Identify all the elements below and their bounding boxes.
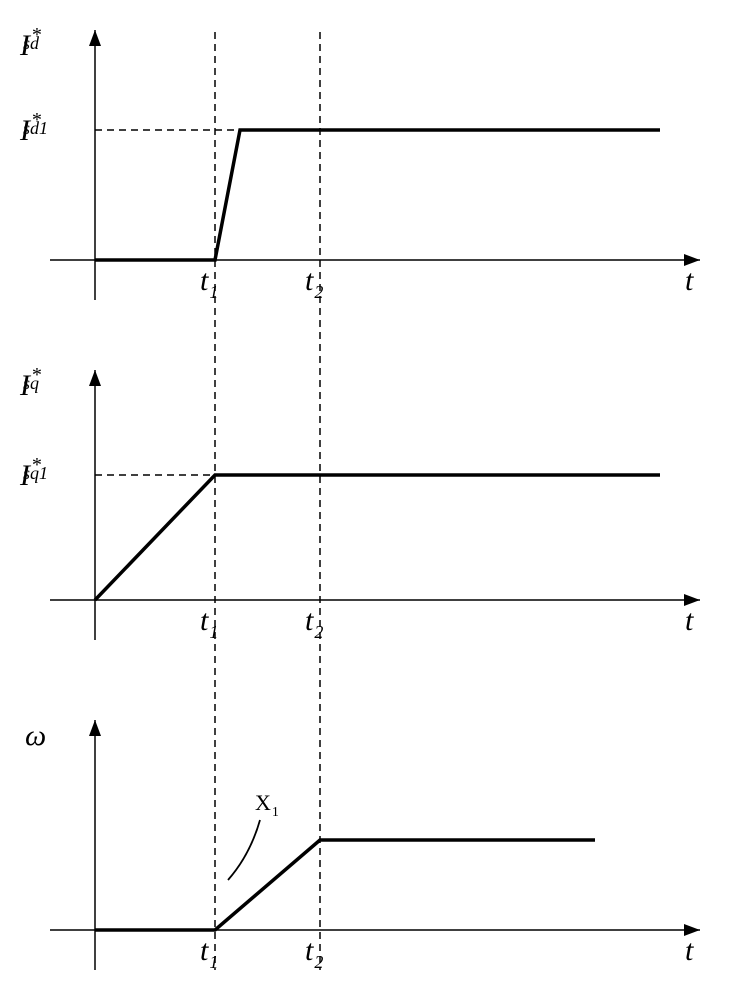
omega-curve (95, 840, 595, 930)
Isq-curve (95, 475, 660, 600)
panel-Isd (50, 30, 700, 300)
axis-label: t (685, 934, 694, 967)
axis-label: I*sq1 (19, 454, 48, 492)
axis-label: t (685, 264, 694, 297)
axis-label: t (685, 604, 694, 637)
timing-diagram-figure: I*sdI*sd1tt1t2I*sqI*sq1tt1t2X1ωtt1t2 (0, 0, 731, 1000)
panel-omega: X1 (50, 720, 700, 970)
Isd-curve (95, 130, 660, 260)
axis-label: t2 (305, 934, 323, 972)
axis-label: I*sq (19, 364, 41, 402)
axis-label: I*sd1 (19, 109, 48, 147)
axis-label: ω (25, 719, 46, 752)
axis-label: I*sd (19, 24, 41, 62)
annotation-arc (228, 820, 260, 880)
panel-Isq (50, 370, 700, 640)
axis-label: t1 (200, 934, 218, 972)
axis-label: t1 (200, 264, 218, 302)
annotation-label: X1 (255, 790, 279, 820)
axis-label: t2 (305, 264, 323, 302)
